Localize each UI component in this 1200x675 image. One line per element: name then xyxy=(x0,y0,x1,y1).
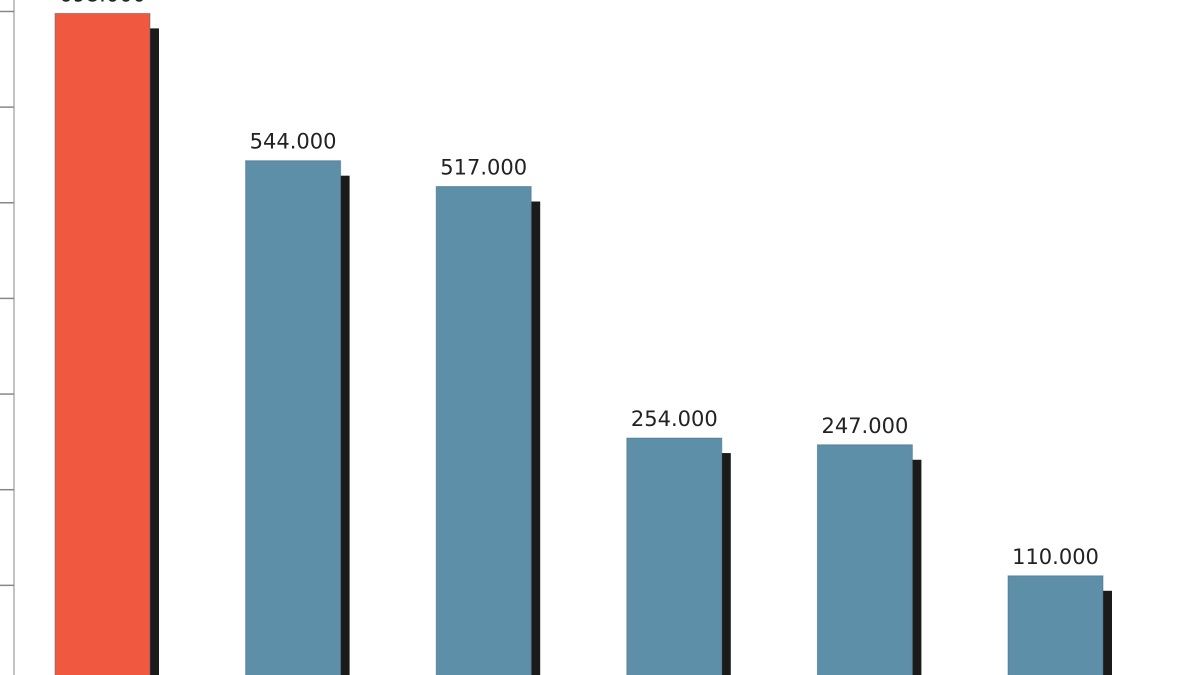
value-label: 247.000 xyxy=(821,414,908,438)
bar-shadow xyxy=(721,453,731,675)
bar xyxy=(54,12,151,675)
bar-shadow xyxy=(150,28,159,675)
value-label: 517.000 xyxy=(440,156,527,180)
bar-shadow xyxy=(1103,590,1112,675)
bar xyxy=(816,444,913,675)
bar xyxy=(626,437,723,675)
bar-shadow xyxy=(340,175,350,675)
bar-shadow xyxy=(912,459,922,675)
value-label: 544.000 xyxy=(250,130,337,154)
value-label: 698.000 xyxy=(59,0,146,6)
value-label: 110.000 xyxy=(1012,545,1099,569)
bar xyxy=(435,186,532,675)
value-label: 254.000 xyxy=(631,407,718,431)
bar xyxy=(1007,575,1104,675)
bar xyxy=(245,160,342,675)
bar-shadow xyxy=(531,201,541,675)
